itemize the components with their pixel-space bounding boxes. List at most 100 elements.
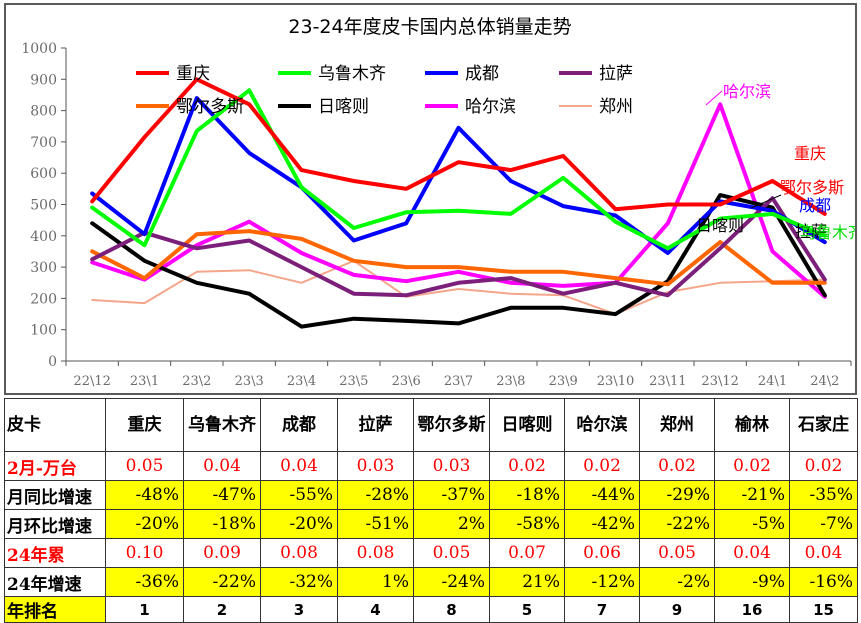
x-tick-label: 24\1 [758,374,787,389]
table-cell: 21% [489,567,565,597]
table-cell: 0.02 [789,451,858,481]
column-header: 哈尔滨 [564,398,640,452]
x-tick-label: 23\11 [649,374,686,389]
table-row: 月环比增速 -20% -18% -20% -51% 2% -58% -42% -22% -5% -7… [4,509,858,539]
table-cell: 1% [337,567,414,597]
table-cell: -20% [105,509,184,539]
leader-line [750,194,782,209]
table-cell: 0.08 [337,538,414,568]
table-header-row: 皮卡 重庆 乌鲁木齐 成都 拉萨 鄂尔多斯 日喀则 哈尔滨 郑州 榆林 石家庄 [4,398,858,452]
y-tick-label: 200 [30,291,57,307]
table-cell: -58% [489,509,565,539]
line-chart: 23-24年度皮卡国内总体销量走势 0 100 200 300 400 500 600 700 8… [21,16,855,389]
table-cell: -12% [564,567,640,597]
table-cell: 0.03 [337,451,414,481]
table-row: 月同比增速 -48% -47% -55% -28% -37% -18% -44% -29% -21… [4,480,858,510]
table-cell: -16% [789,567,858,597]
x-tick-label: 23\2 [182,374,211,389]
x-tick-label: 23\5 [339,374,368,389]
series-line-重庆 [90,77,827,216]
column-header: 鄂尔多斯 [413,398,490,452]
table-cell: 0.05 [105,451,184,481]
row-label: 24年累 [4,538,106,568]
chart-title: 23-24年度皮卡国内总体销量走势 [288,16,571,38]
table-cell: 0.05 [413,538,490,568]
table-cell: 0.02 [489,451,565,481]
table-cell: -9% [714,567,790,597]
table-cell: 0.04 [789,538,858,568]
x-tick-label: 24\2 [810,374,839,389]
table-cell: -22% [639,509,715,539]
table-cell: 0.04 [183,451,261,481]
column-header: 拉萨 [337,398,414,452]
end-label: 哈尔滨 [723,82,771,101]
x-tick-label: 22\12 [73,374,110,389]
table-cell: 0.02 [564,451,640,481]
x-tick-label: 23\10 [597,374,634,389]
table-cell: -42% [564,509,640,539]
x-tick-label: 23\4 [287,374,316,389]
table-cell: 0.08 [260,538,338,568]
legend-label: 郑州 [599,97,633,117]
table-cell: 2% [413,509,490,539]
table-cell: -55% [260,480,338,510]
table-cell: 0.03 [413,451,490,481]
table-cell: -28% [337,480,414,510]
column-header: 日喀则 [489,398,565,452]
y-tick-label: 500 [30,198,57,214]
table-cell: -7% [789,509,858,539]
table-row: 24年累 0.10 0.09 0.08 0.08 0.05 0.07 0.06 0.05 0.04… [4,538,858,568]
table-cell: 0.02 [639,451,715,481]
table-cell: 0.07 [489,538,565,568]
table-cell: -22% [183,567,261,597]
end-label: 重庆 [794,144,826,163]
table-cell: -24% [413,567,490,597]
table-cell: 0.05 [639,538,715,568]
leader-line [705,90,723,106]
table-cell: -47% [183,480,261,510]
table-cell: -35% [789,480,858,510]
chart-frame: 23-24年度皮卡国内总体销量走势 0 100 200 300 400 500 600 700 8… [4,3,857,395]
row-label: 月环比增速 [4,509,106,539]
x-tick-label: 23\1 [130,374,159,389]
table-cell: -36% [105,567,184,597]
end-label: 拉萨 [795,222,827,241]
table-cell: 0.04 [260,451,338,481]
end-label: 日喀则 [696,216,744,235]
legend-label: 重庆 [176,64,210,84]
y-tick-label: 800 [30,104,57,120]
x-tick-label: 23\8 [496,374,525,389]
table-corner-cell: 皮卡 [4,398,106,452]
row-label: 24年增速 [4,567,106,597]
x-tick-label: 23\3 [235,374,264,389]
table-cell: -48% [105,480,184,510]
table-cell: -44% [564,480,640,510]
table-row: 24年增速 -36% -22% -32% 1% -24% 21% -12% -2% -9% -16% [4,567,858,597]
series-line-乌鲁木齐 [90,88,827,251]
y-tick-label: 300 [30,260,57,276]
table-cell: -20% [260,509,338,539]
table-cell: -18% [489,480,565,510]
y-tick-label: 900 [30,72,57,88]
stats-table: 皮卡 重庆 乌鲁木齐 成都 拉萨 鄂尔多斯 日喀则 哈尔滨 郑州 榆林 石家庄 2月-万台 0.05 0.… [4,398,858,623]
table-cell: -51% [337,509,414,539]
table-cell: -21% [714,480,790,510]
legend-label: 拉萨 [599,64,633,84]
table-cell: 0.10 [105,538,184,568]
table-cell: 0.02 [714,451,790,481]
y-tick-label: 0 [48,354,57,370]
series-line-拉萨 [90,196,827,298]
y-tick-label: 700 [30,135,57,151]
x-tick-label: 23\6 [392,374,421,389]
table-cell: -2% [639,567,715,597]
column-header: 成都 [260,398,338,452]
column-header: 乌鲁木齐 [183,398,261,452]
end-label: 乌鲁木齐 [800,223,855,242]
y-tick-label: 400 [30,229,57,245]
table-cell: 0.09 [183,538,261,568]
legend-label: 日喀则 [318,97,369,117]
column-header: 重庆 [105,398,184,452]
end-label: 鄂尔多斯 [780,178,844,197]
table-cell: 0.06 [564,538,640,568]
table-cell: -32% [260,567,338,597]
